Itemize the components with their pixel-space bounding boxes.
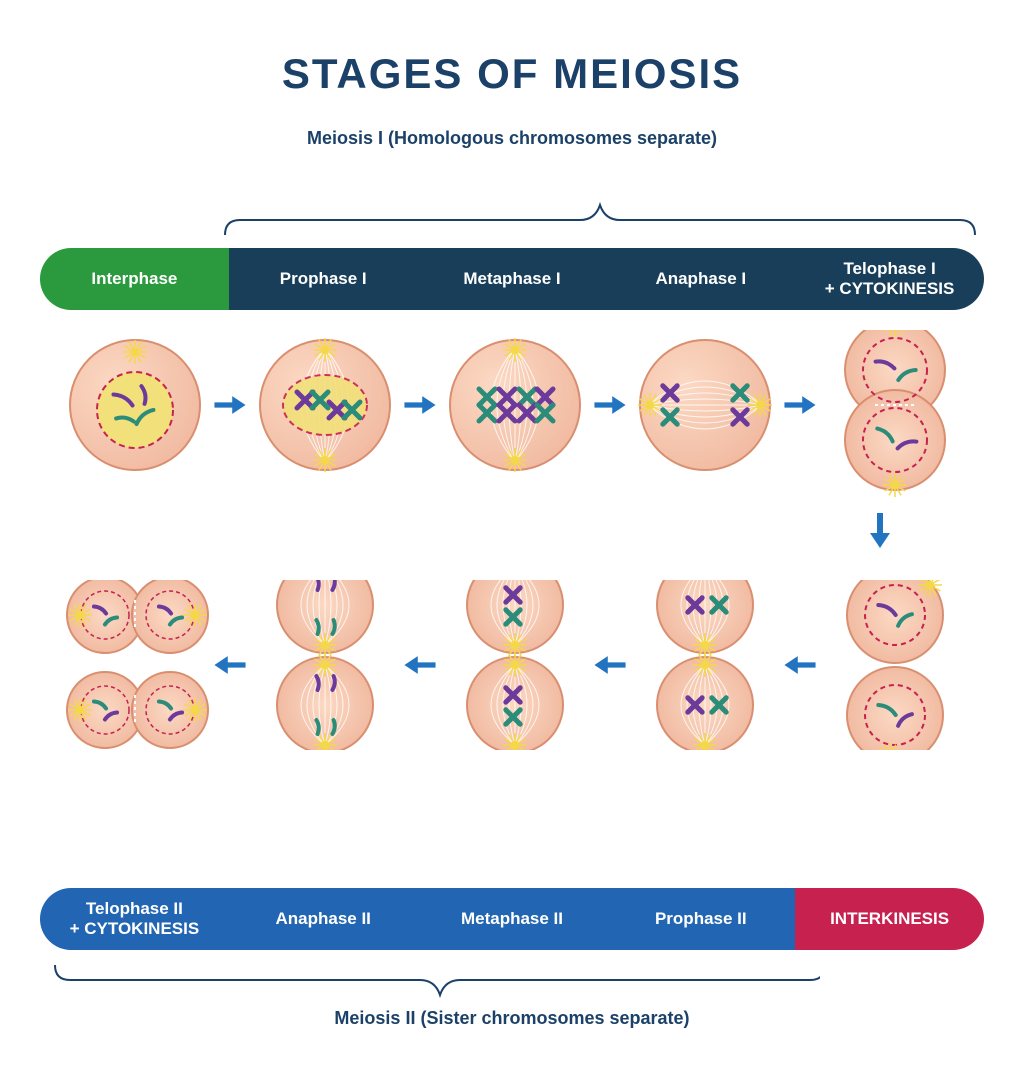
brace-top xyxy=(220,200,980,240)
header-seg-4: Telophase I+ CYTOKINESIS xyxy=(795,248,984,310)
cell-anaphase2 xyxy=(250,580,400,780)
arrow-left-3 xyxy=(780,650,820,680)
arrow-right-0 xyxy=(210,390,250,420)
arrow-left-1 xyxy=(400,650,440,680)
cell-telophase2 xyxy=(60,580,210,780)
cell-interphase xyxy=(60,330,210,480)
header-seg-0: Interphase xyxy=(40,248,229,310)
header-bar: Interphase Prophase I Metaphase I Anapha… xyxy=(40,248,984,310)
footer-seg-1: Anaphase II xyxy=(229,888,418,950)
arrow-right-3 xyxy=(780,390,820,420)
cell-prophase2 xyxy=(630,580,780,780)
arrow-left-2 xyxy=(590,650,630,680)
subtitle-bottom: Meiosis II (Sister chromosomes separate) xyxy=(0,1008,1024,1029)
arrow-down xyxy=(860,515,900,545)
cell-interkinesis xyxy=(820,580,970,780)
cell-metaphase1 xyxy=(440,330,590,480)
header-seg-2: Metaphase I xyxy=(418,248,607,310)
arrow-left-0 xyxy=(210,650,250,680)
footer-seg-3: Prophase II xyxy=(606,888,795,950)
page-title: STAGES OF MEIOSIS xyxy=(0,50,1024,98)
footer-seg-4: INTERKINESIS xyxy=(795,888,984,950)
subtitle-top: Meiosis I (Homologous chromosomes separa… xyxy=(0,128,1024,149)
cell-anaphase1 xyxy=(630,330,780,480)
diagram-area xyxy=(40,330,984,870)
cell-telophase1 xyxy=(820,330,970,480)
arrow-right-2 xyxy=(590,390,630,420)
header-seg-3: Anaphase I xyxy=(606,248,795,310)
footer-seg-2: Metaphase II xyxy=(418,888,607,950)
footer-seg-0: Telophase II+ CYTOKINESIS xyxy=(40,888,229,950)
cell-metaphase2 xyxy=(440,580,590,780)
cell-prophase1 xyxy=(250,330,400,480)
brace-bottom xyxy=(40,960,820,1000)
header-seg-1: Prophase I xyxy=(229,248,418,310)
footer-bar: Telophase II+ CYTOKINESIS Anaphase II Me… xyxy=(40,888,984,950)
arrow-right-1 xyxy=(400,390,440,420)
